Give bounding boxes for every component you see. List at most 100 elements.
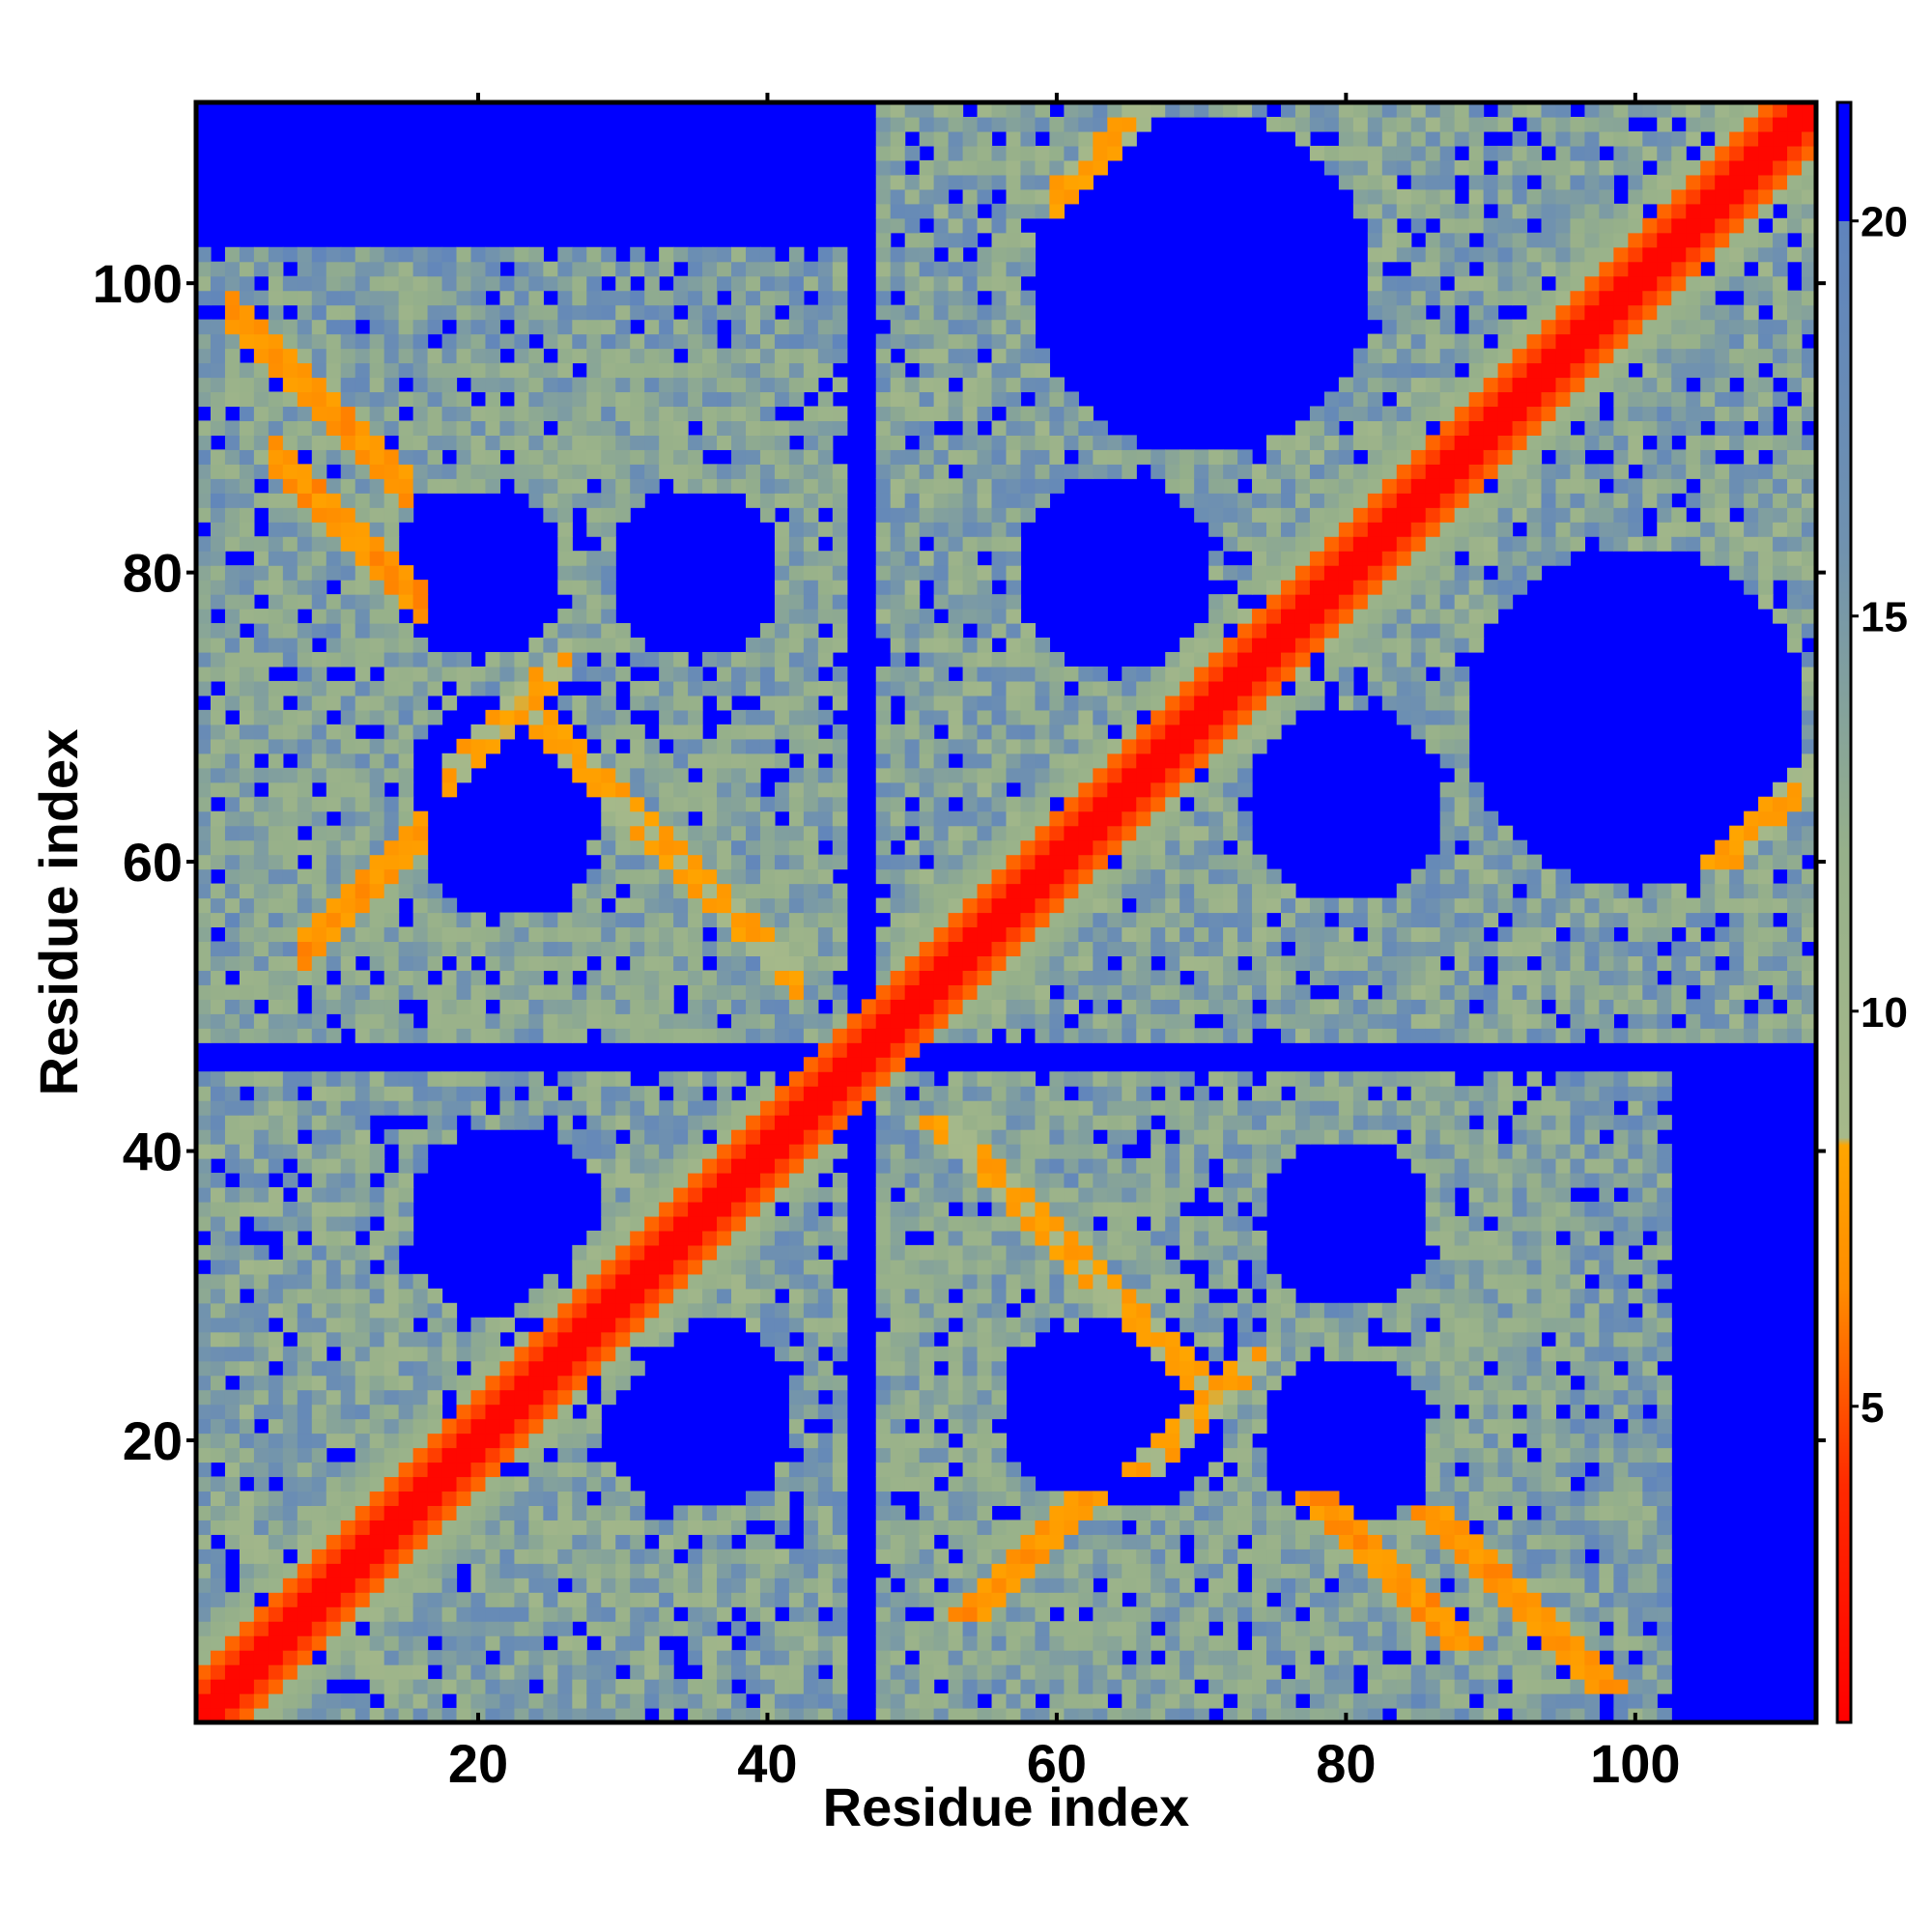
heatmap-cell xyxy=(962,507,979,523)
heatmap-cell xyxy=(948,1404,964,1420)
heatmap-cell xyxy=(384,926,400,943)
heatmap-cell xyxy=(717,825,732,841)
heatmap-cell xyxy=(659,897,674,914)
heatmap-cell xyxy=(745,290,761,306)
heatmap-cell xyxy=(470,420,487,436)
heatmap-cell xyxy=(398,391,414,408)
heatmap-cell xyxy=(1006,522,1022,537)
heatmap-cell xyxy=(962,275,979,292)
heatmap-cell xyxy=(1020,638,1037,653)
heatmap-cell xyxy=(239,1173,255,1188)
heatmap-cell xyxy=(933,1158,950,1174)
heatmap-cell xyxy=(1064,1173,1079,1188)
heatmap-cell xyxy=(1006,580,1022,595)
heatmap-cell xyxy=(514,1708,529,1723)
heatmap-cell xyxy=(210,1650,226,1665)
heatmap-cell xyxy=(904,217,921,234)
heatmap-cell xyxy=(196,362,212,379)
heatmap-cell xyxy=(586,362,602,379)
heatmap-cell xyxy=(933,290,950,306)
heatmap-cell xyxy=(282,1259,298,1275)
heatmap-cell xyxy=(412,1664,429,1680)
heatmap-cell xyxy=(557,1520,573,1535)
heatmap-cell xyxy=(904,709,921,725)
heatmap-cell xyxy=(1064,1186,1079,1203)
heatmap-cell xyxy=(991,232,1008,248)
heatmap-cell xyxy=(615,1273,631,1290)
heatmap-cell xyxy=(1020,1186,1037,1203)
heatmap-cell xyxy=(1049,1071,1065,1087)
heatmap-cell xyxy=(688,926,703,943)
heatmap-cell xyxy=(788,1302,805,1319)
heatmap-cell xyxy=(933,1259,950,1275)
heatmap-cell xyxy=(702,970,718,985)
heatmap-cell xyxy=(601,1563,616,1578)
heatmap-cell xyxy=(268,868,284,885)
heatmap-cell xyxy=(384,623,400,639)
heatmap-cell xyxy=(326,1621,342,1636)
heatmap-cell xyxy=(282,1621,298,1636)
heatmap-cell xyxy=(369,1476,385,1492)
heatmap-cell xyxy=(1006,883,1022,899)
heatmap-cell xyxy=(470,984,487,1000)
heatmap-cell xyxy=(1078,1259,1094,1275)
heatmap-cell xyxy=(253,319,270,335)
heatmap-cell xyxy=(904,1144,921,1159)
heatmap-cell xyxy=(311,1244,327,1261)
heatmap-cell xyxy=(688,724,703,740)
heatmap-cell xyxy=(745,1548,761,1564)
heatmap-cell xyxy=(369,1621,385,1636)
heatmap-cell xyxy=(586,1273,602,1290)
heatmap-cell xyxy=(528,1360,544,1377)
heatmap-cell xyxy=(441,275,458,292)
heatmap-cell xyxy=(210,1563,226,1578)
heatmap-cell xyxy=(355,420,371,436)
heatmap-cell xyxy=(355,290,371,306)
heatmap-cell xyxy=(514,333,529,350)
heatmap-cell xyxy=(832,420,848,436)
heatmap-cell xyxy=(962,1606,979,1622)
heatmap-cell xyxy=(1093,1534,1108,1549)
heatmap-cell xyxy=(875,897,892,914)
heatmap-cell xyxy=(803,1186,819,1203)
heatmap-cell xyxy=(904,333,921,350)
heatmap-cell xyxy=(586,1360,602,1377)
heatmap-cell xyxy=(991,507,1008,523)
heatmap-cell xyxy=(253,1071,270,1087)
heatmap-cell xyxy=(253,1563,270,1578)
heatmap-cell xyxy=(557,333,573,350)
heatmap-cell xyxy=(688,406,703,422)
heatmap-cell xyxy=(297,1215,313,1232)
heatmap-cell xyxy=(1006,391,1022,408)
heatmap-cell xyxy=(196,449,212,465)
heatmap-cell xyxy=(991,1086,1008,1101)
heatmap-cell xyxy=(268,261,284,277)
heatmap-cell xyxy=(630,999,645,1014)
heatmap-cell xyxy=(1006,999,1022,1014)
heatmap-cell xyxy=(717,391,732,408)
heatmap-cell xyxy=(239,1650,255,1665)
heatmap-cell xyxy=(919,1201,935,1217)
heatmap-cell xyxy=(586,1520,602,1535)
heatmap-cell xyxy=(210,912,226,928)
heatmap-cell xyxy=(875,1042,892,1058)
heatmap-cell xyxy=(630,854,645,870)
heatmap-cell xyxy=(731,1230,747,1246)
heatmap-cell xyxy=(1064,666,1079,682)
heatmap-cell xyxy=(210,1273,226,1290)
heatmap-cell xyxy=(875,1389,892,1406)
heatmap-cell xyxy=(601,839,616,856)
heatmap-cell xyxy=(543,1592,558,1607)
heatmap-cell xyxy=(615,825,631,841)
heatmap-cell xyxy=(470,1621,487,1636)
heatmap-cell xyxy=(948,391,964,408)
heatmap-cell xyxy=(311,362,327,379)
heatmap-cell xyxy=(499,362,516,379)
heatmap-cell xyxy=(355,507,371,523)
heatmap-cell xyxy=(717,1635,732,1651)
heatmap-cell xyxy=(832,1042,848,1058)
heatmap-cell xyxy=(340,275,356,292)
heatmap-cell xyxy=(586,1071,602,1087)
heatmap-cell xyxy=(817,348,834,364)
heatmap-cell xyxy=(630,695,645,711)
